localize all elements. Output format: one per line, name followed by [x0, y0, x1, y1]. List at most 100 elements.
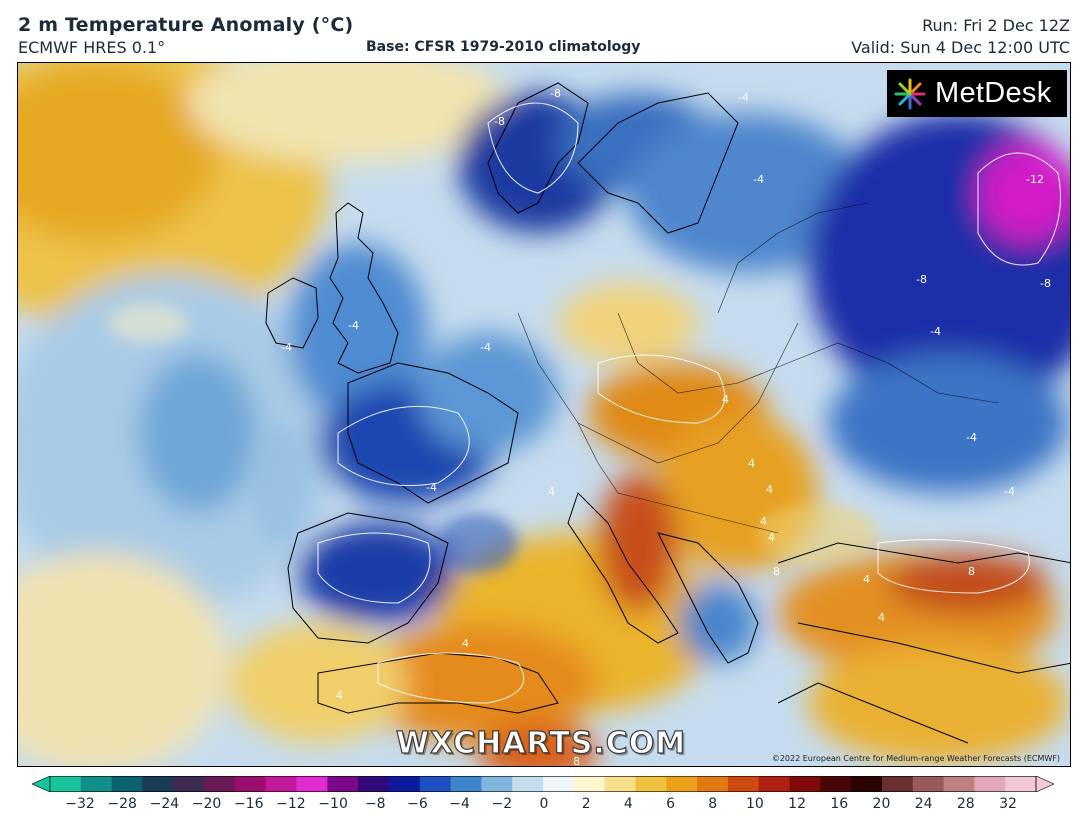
- contour-label: -4: [1004, 485, 1015, 498]
- contour-label: -4: [966, 431, 977, 444]
- contour-label: -4: [348, 319, 359, 332]
- contour-label: 4: [760, 515, 767, 528]
- colorbar-tick-label: 20: [872, 796, 891, 812]
- colorbar-cell: [481, 776, 513, 792]
- colorbar-cell: [758, 776, 790, 792]
- colorbar-tick-label: 28: [956, 796, 975, 812]
- colorbar-cells: [32, 776, 1054, 792]
- colorbar-tick-label: −2: [491, 796, 513, 812]
- colorbar-cell: [450, 776, 482, 792]
- temperature-anomaly-map: -8 -8 -4 -4 -12 -8 -8 -4 -4 -4 -4 -4 -4 …: [17, 62, 1071, 767]
- colorbar-tick-label: −4: [449, 796, 470, 812]
- colorbar-cell: [358, 776, 390, 792]
- model-label: ECMWF HRES 0.1°: [18, 38, 166, 57]
- chart-title: 2 m Temperature Anomaly (°C): [18, 14, 354, 36]
- colorbar-cell: [204, 776, 236, 792]
- colorbar-cell: [881, 776, 914, 792]
- colorbar-cell: [573, 776, 606, 792]
- contour-label: -4: [426, 481, 437, 494]
- colorbar-cell: [604, 776, 636, 792]
- colorbar-ticks: −32 −28 −24 −20 −16 −12 −10 −8 −6 −4 −2 0 2 4 6 8 10 12 16…: [0, 796, 1088, 816]
- contour-label: -12: [1026, 173, 1044, 186]
- colorbar-tick-label: −8: [364, 796, 386, 812]
- colorbar-tick-label: −20: [191, 796, 222, 812]
- colorbar-cell: [666, 776, 698, 792]
- contour-label: 4: [748, 457, 755, 470]
- contour-label: -4: [930, 325, 941, 338]
- colorbar-min-arrow: [32, 776, 51, 792]
- colorbar-cell: [50, 776, 82, 792]
- colorbar-cell: [1005, 776, 1037, 792]
- contour-label: -4: [281, 341, 292, 354]
- contour-label: 4: [722, 393, 729, 406]
- colorbar-tick-label: 32: [999, 796, 1017, 812]
- colorbar-tick-label: −16: [233, 796, 264, 812]
- contour-label: -8: [916, 273, 927, 286]
- colorbar-cell: [851, 776, 883, 792]
- colorbar-tick-label: 12: [788, 796, 806, 812]
- map-canvas: -8 -8 -4 -4 -12 -8 -8 -4 -4 -4 -4 -4 -4 …: [18, 63, 1070, 767]
- contour-label: -8: [1040, 277, 1051, 290]
- colorbar-cell: [697, 776, 729, 792]
- colorbar-cell: [419, 776, 452, 792]
- metdesk-logo: MetDesk: [887, 70, 1067, 117]
- colorbar-tick-label: −32: [65, 796, 95, 812]
- contour-label: -4: [480, 341, 491, 354]
- colorbar-cell: [727, 776, 760, 792]
- run-time-label: Run: Fri 2 Dec 12Z: [922, 16, 1070, 35]
- contour-label: 8: [968, 565, 975, 578]
- colorbar-cell: [543, 776, 575, 792]
- coastlines: [265, 82, 1070, 744]
- colorbar-cell: [142, 776, 174, 792]
- contour-label: 4: [336, 689, 343, 702]
- contour-label: 4: [462, 637, 469, 650]
- colorbar-cell: [635, 776, 667, 792]
- valid-time-label: Valid: Sun 4 Dec 12:00 UTC: [851, 38, 1070, 57]
- colorbar-cell: [234, 776, 267, 792]
- contour-label: -8: [550, 87, 561, 100]
- contour-label: 4: [863, 573, 870, 586]
- colorbar-tick-label: −12: [276, 796, 306, 812]
- colorbar: [32, 776, 1054, 792]
- colorbar-cell: [296, 776, 328, 792]
- colorbar-cell: [80, 776, 113, 792]
- colorbar-cell: [943, 776, 975, 792]
- contour-label-group: -8 -8 -4 -4 -12 -8 -8 -4 -4 -4 -4 -4 -4 …: [281, 87, 1051, 767]
- contour-label: 8: [573, 755, 580, 767]
- colorbar-tick-label: 10: [745, 796, 764, 812]
- colorbar-cell: [388, 776, 421, 792]
- colorbar-max-arrow: [1035, 776, 1054, 792]
- colorbar-cell: [265, 776, 297, 792]
- contour-lines: [317, 102, 1061, 704]
- colorbar-tick-label: 16: [830, 796, 849, 812]
- metdesk-pinwheel-icon: [894, 78, 926, 109]
- colorbar-cell: [111, 776, 143, 792]
- colorbar-tick-label: 6: [666, 796, 675, 812]
- colorbar-tick-label: 2: [581, 796, 591, 812]
- contour-label: 4: [878, 611, 885, 624]
- contour-label: 4: [548, 485, 555, 498]
- ecmwf-copyright: ©2022 European Centre for Medium-range W…: [771, 754, 1060, 763]
- colorbar-cell: [820, 776, 852, 792]
- metdesk-logo-text: MetDesk: [935, 77, 1052, 109]
- contour-label: 8: [773, 565, 780, 578]
- colorbar-cell: [327, 776, 359, 792]
- colorbar-cell: [173, 776, 205, 792]
- colorbar-tick-label: −10: [318, 796, 348, 812]
- contour-label: 4: [766, 483, 773, 496]
- colorbar-tick-label: −24: [149, 796, 180, 812]
- colorbar-tick-label: −6: [407, 796, 428, 812]
- colorbar-tick-label: 4: [623, 796, 633, 812]
- colorbar-cell: [512, 776, 544, 792]
- contour-label: -8: [494, 115, 505, 128]
- colorbar-frame: [49, 776, 1037, 792]
- contour-label: 4: [768, 531, 775, 544]
- colorbar-tick-label: 0: [539, 796, 549, 812]
- contour-label: -4: [753, 173, 764, 186]
- borders: [517, 202, 999, 534]
- climatology-base-label: Base: CFSR 1979-2010 climatology: [366, 39, 641, 55]
- colorbar-tick-label: 24: [914, 796, 933, 812]
- wxcharts-watermark: WXCHARTS.COM: [395, 725, 687, 761]
- anomaly-field: [18, 63, 1070, 766]
- colorbar-cell: [974, 776, 1006, 792]
